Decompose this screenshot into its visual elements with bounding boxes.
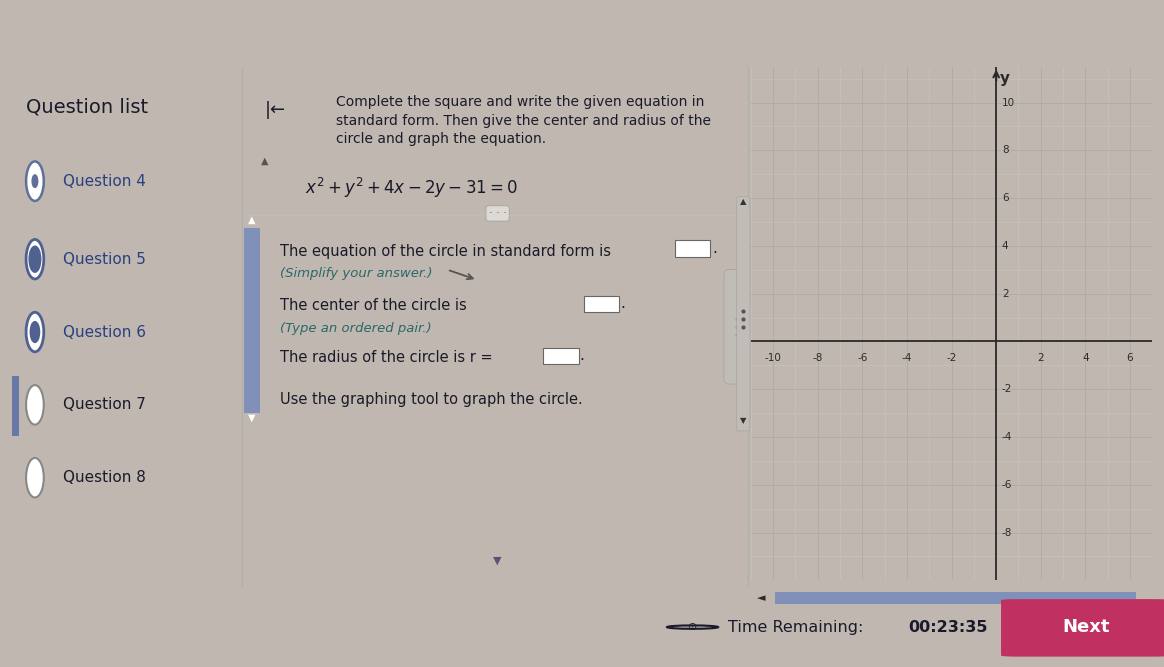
Text: ▲: ▲ [261, 155, 269, 165]
Text: $x^2 + y^2 + 4x - 2y - 31 = 0$: $x^2 + y^2 + 4x - 2y - 31 = 0$ [305, 176, 518, 200]
Text: (Type an ordered pair.): (Type an ordered pair.) [279, 321, 432, 335]
Text: ◄: ◄ [757, 593, 765, 602]
Text: Use the graphing tool to graph the circle.: Use the graphing tool to graph the circl… [279, 392, 583, 407]
Text: -2: -2 [946, 354, 957, 364]
Text: 6: 6 [1002, 193, 1008, 203]
Text: (Simplify your answer.): (Simplify your answer.) [279, 267, 432, 280]
Text: Question 6: Question 6 [63, 325, 146, 340]
Bar [12, 376, 19, 436]
Circle shape [33, 175, 37, 187]
Text: -4: -4 [902, 354, 913, 364]
Circle shape [26, 458, 44, 498]
Text: -8: -8 [1002, 528, 1013, 538]
Text: -10: -10 [765, 354, 781, 364]
Bar [583, 295, 619, 312]
Text: Question list: Question list [26, 98, 148, 117]
Text: The equation of the circle in standard form is: The equation of the circle in standard f… [279, 243, 611, 259]
Text: Complete the square and write the given equation in: Complete the square and write the given … [335, 95, 704, 109]
Text: -6: -6 [1002, 480, 1013, 490]
Text: |←: |← [264, 101, 286, 119]
Text: Question 8: Question 8 [63, 470, 146, 485]
Text: .: . [712, 241, 718, 256]
Bar [675, 241, 710, 257]
Text: ▲: ▲ [740, 197, 746, 207]
Text: ⊙: ⊙ [688, 622, 697, 632]
Text: Question 4: Question 4 [63, 173, 146, 189]
Text: 8: 8 [1002, 145, 1008, 155]
Text: The radius of the circle is r =: The radius of the circle is r = [279, 350, 492, 366]
Text: ▲: ▲ [248, 215, 256, 225]
Text: Question 5: Question 5 [63, 251, 146, 267]
Circle shape [26, 161, 44, 201]
Text: -6: -6 [857, 354, 867, 364]
Text: .: . [580, 348, 584, 364]
Bar [544, 348, 579, 364]
Text: ▼: ▼ [494, 556, 502, 566]
Text: 6: 6 [1127, 354, 1134, 364]
FancyBboxPatch shape [1001, 599, 1164, 656]
Bar [775, 592, 1136, 604]
Circle shape [26, 312, 44, 352]
Circle shape [26, 239, 44, 279]
Circle shape [26, 385, 44, 425]
Text: standard form. Then give the center and radius of the: standard form. Then give the center and … [335, 113, 710, 127]
Text: 2: 2 [1002, 289, 1008, 299]
Text: y: y [1000, 71, 1010, 86]
Text: ▼: ▼ [248, 413, 256, 423]
Text: ▼: ▼ [740, 416, 746, 425]
Text: 10: 10 [1002, 97, 1015, 107]
Text: -2: -2 [1002, 384, 1013, 394]
Text: .: . [620, 296, 625, 311]
Text: Time Remaining:: Time Remaining: [728, 620, 863, 634]
Text: -4: -4 [1002, 432, 1013, 442]
Text: 4: 4 [1002, 241, 1008, 251]
Text: · · ·: · · · [489, 208, 506, 218]
Circle shape [30, 321, 40, 342]
Bar [244, 228, 260, 413]
Text: 4: 4 [1083, 354, 1088, 364]
Circle shape [29, 246, 41, 272]
Text: Next: Next [1063, 618, 1109, 636]
Text: Question 7: Question 7 [63, 398, 146, 412]
Text: 2: 2 [1037, 354, 1044, 364]
FancyBboxPatch shape [724, 269, 750, 384]
FancyBboxPatch shape [737, 197, 750, 431]
Text: -8: -8 [812, 354, 823, 364]
Text: The center of the circle is: The center of the circle is [279, 298, 467, 313]
Text: 00:23:35: 00:23:35 [908, 620, 987, 634]
Text: circle and graph the equation.: circle and graph the equation. [335, 132, 546, 145]
